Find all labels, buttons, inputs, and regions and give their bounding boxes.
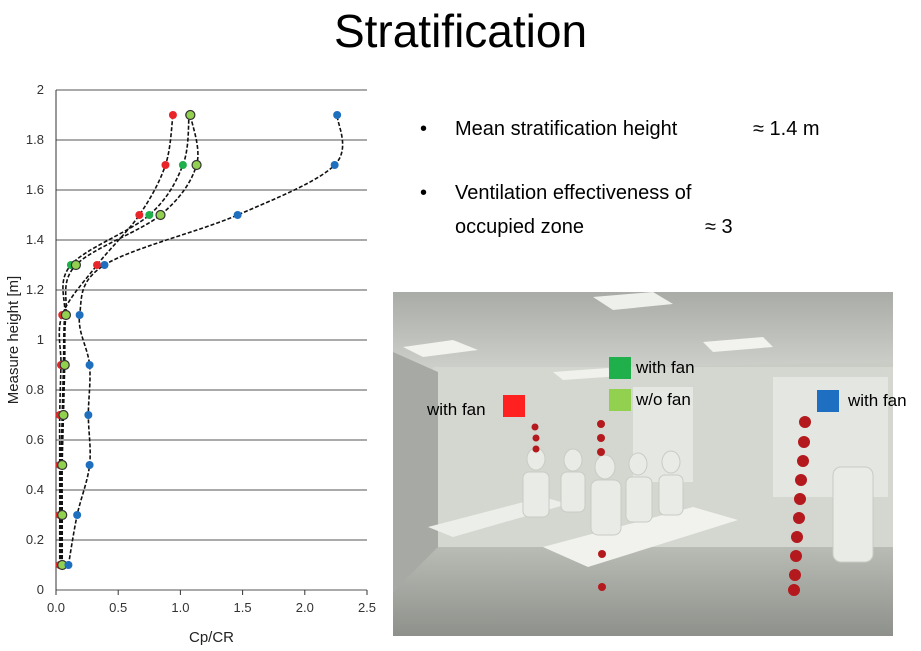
data-point-lightgreen [58, 409, 69, 421]
data-point-blue [100, 261, 109, 269]
y-axis-title: Measure height [m] [5, 276, 22, 404]
bullet-value: ≈ 3 [705, 216, 733, 238]
data-point-blue [85, 361, 94, 369]
y-tick-label: 1 [37, 332, 44, 347]
y-tick-label: 0 [37, 582, 44, 597]
data-point-blue [75, 311, 84, 319]
data-point-blue [64, 561, 73, 569]
y-tick-label: 0.6 [26, 432, 44, 447]
series-line-lightgreen [61, 114, 199, 565]
data-point-blue [330, 161, 339, 169]
data-point-lightgreen [70, 259, 82, 271]
x-axis-title: Cp/CR [189, 629, 234, 646]
data-point-blue [233, 211, 242, 219]
x-tick-label: 0.5 [109, 600, 127, 615]
legend-swatch-lightgreen [609, 389, 631, 411]
y-tick-label: 1.2 [26, 282, 44, 297]
bullet-text: Ventilation effectiveness of [455, 182, 692, 204]
y-tick-label: 1.4 [26, 232, 44, 247]
bullet-text: Mean stratification height [455, 118, 678, 140]
data-point-red [135, 211, 144, 219]
x-tick-label: 1.5 [234, 600, 252, 615]
x-tick-label: 2.0 [296, 600, 314, 615]
slide-title: Stratification [333, 5, 588, 57]
data-point-blue [73, 511, 82, 519]
bullet-value: ≈ 1.4 m [753, 118, 820, 140]
bullet-dot-icon: • [420, 118, 428, 140]
data-point-lightgreen [155, 209, 166, 221]
legend-swatch-red [503, 395, 525, 417]
y-tick-label: 2 [37, 82, 44, 97]
data-point-lightgreen [59, 359, 70, 371]
legend-label-red: with fan [427, 400, 486, 419]
data-point-lightgreen [60, 309, 72, 321]
data-point-lightgreen [191, 159, 202, 171]
series-line-red [58, 114, 174, 565]
stratification-chart: 0 0.2 0.4 0.6 0.8 1 1.2 1.4 1.6 1.8 2 0.0 0.5 1.0 1.5 2… [5, 82, 376, 646]
data-point-lightgreen [57, 459, 68, 471]
data-point-blue [333, 111, 342, 119]
room-rendering-image [393, 292, 893, 636]
y-tick-label: 1.6 [26, 182, 44, 197]
data-point-lightgreen [185, 109, 196, 121]
x-tick-label: 0.0 [47, 600, 65, 615]
legend-swatch-blue [817, 390, 839, 412]
data-point-red [168, 111, 177, 119]
data-point-red [161, 161, 170, 169]
y-tick-label: 1.8 [26, 132, 44, 147]
data-point-red [93, 261, 102, 269]
data-point-lightgreen [57, 509, 68, 521]
legend-swatch-green [609, 357, 631, 379]
bullet-dot-icon: • [420, 182, 428, 204]
y-tick-label: 0.2 [26, 532, 44, 547]
data-point-green [178, 161, 187, 169]
data-point-blue [84, 411, 93, 419]
legend-label-blue: with fan [848, 391, 907, 410]
data-point-green [145, 211, 154, 219]
series-line-green [60, 114, 190, 565]
y-tick-label: 0.4 [26, 482, 44, 497]
data-point-blue [85, 461, 94, 469]
legend-label-green: with fan [636, 358, 695, 377]
x-tick-label: 2.5 [358, 600, 376, 615]
legend-label-lightgreen: w/o fan [636, 390, 691, 409]
bullet-text-line2: occupied zone [455, 216, 584, 238]
x-tick-label: 1.0 [171, 600, 189, 615]
y-tick-label: 0.8 [26, 382, 44, 397]
